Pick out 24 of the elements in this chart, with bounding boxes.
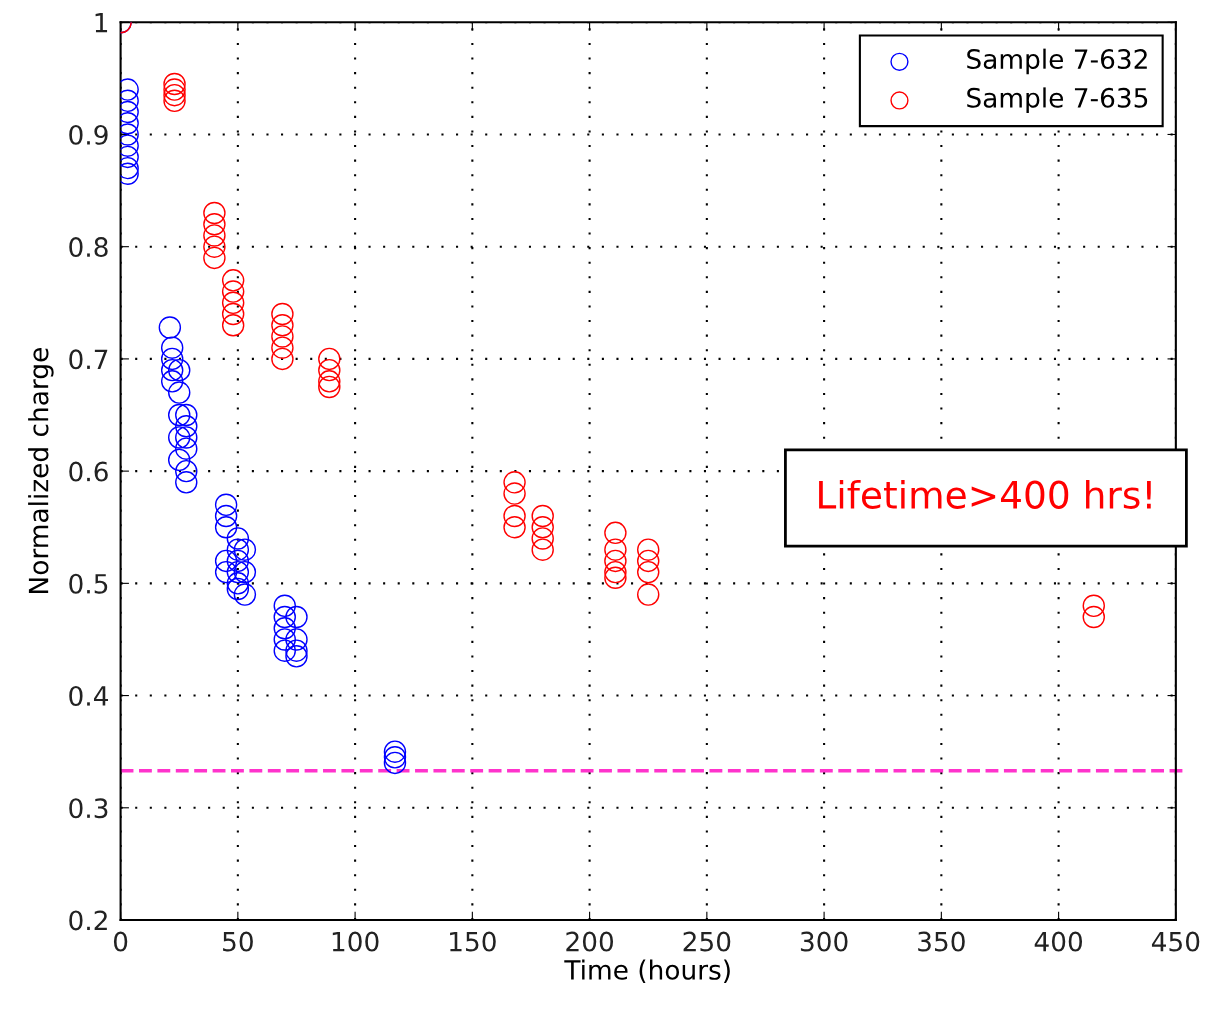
- y-tick-label: 0.7: [69, 349, 108, 370]
- y-tick-label: 0.6: [69, 461, 108, 482]
- y-tick-label: 0.5: [69, 573, 108, 594]
- x-tick-label: 150: [450, 931, 496, 952]
- x-tick-label: 200: [566, 931, 614, 952]
- y-tick-label: 0.3: [69, 798, 108, 819]
- x-tick-label: 400: [1034, 931, 1083, 952]
- x-tick-label: 50: [223, 931, 253, 952]
- x-tick-label: 250: [683, 931, 731, 952]
- x-tick-label: 300: [800, 931, 848, 952]
- y-tick-label: 0.8: [69, 237, 108, 258]
- x-tick-label: 0: [113, 931, 128, 952]
- y-tick-label: 0.2: [69, 910, 107, 931]
- legend-label: Sample 7-632: [967, 48, 1147, 75]
- y-axis-title: Normalized charge: [28, 348, 54, 593]
- x-tick-label: 350: [918, 931, 965, 952]
- x-tick-label: 100: [332, 931, 379, 952]
- y-tick-label: 1: [95, 13, 108, 33]
- legend-label: Sample 7-635: [967, 87, 1148, 113]
- y-tick-label: 0.9: [69, 124, 108, 145]
- annotation: Lifetime>400 hrs!: [819, 479, 1151, 509]
- y-tick-label: 0.4: [69, 686, 109, 706]
- x-axis-title: Time (hours): [564, 959, 730, 983]
- x-tick-label: 450: [1151, 931, 1200, 952]
